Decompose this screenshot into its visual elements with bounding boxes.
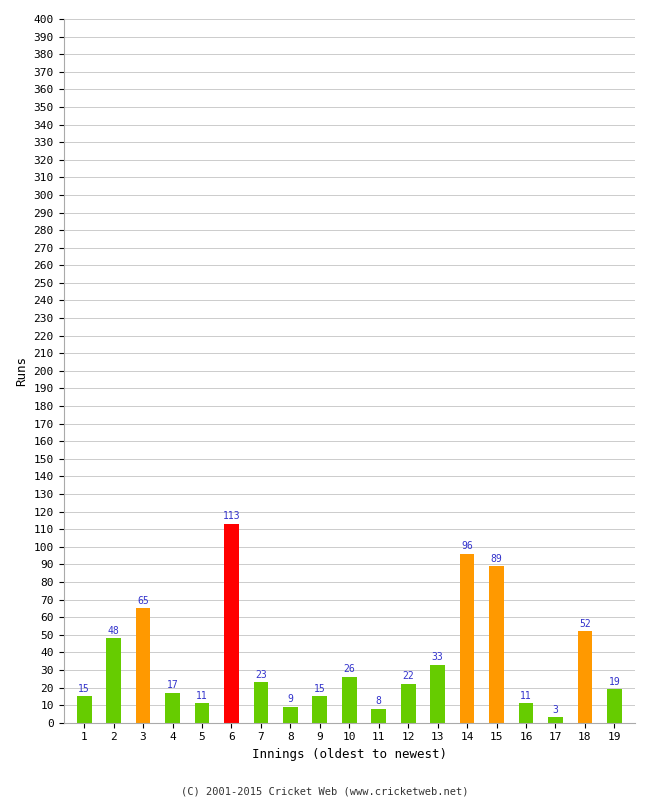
Bar xyxy=(77,696,92,722)
Text: 9: 9 xyxy=(287,694,293,704)
Text: 17: 17 xyxy=(166,680,178,690)
Text: 23: 23 xyxy=(255,670,266,680)
Text: 11: 11 xyxy=(196,690,208,701)
Bar xyxy=(519,703,534,722)
Bar xyxy=(489,566,504,722)
Bar xyxy=(607,690,622,722)
Text: 65: 65 xyxy=(137,596,149,606)
Bar xyxy=(460,554,474,722)
Bar xyxy=(224,524,239,722)
Text: 15: 15 xyxy=(314,684,326,694)
Bar xyxy=(371,709,386,722)
Bar xyxy=(165,693,180,722)
Y-axis label: Runs: Runs xyxy=(15,356,28,386)
Bar xyxy=(342,677,357,722)
Text: (C) 2001-2015 Cricket Web (www.cricketweb.net): (C) 2001-2015 Cricket Web (www.cricketwe… xyxy=(181,786,469,796)
Text: 3: 3 xyxy=(552,705,558,715)
Text: 113: 113 xyxy=(222,511,240,522)
X-axis label: Innings (oldest to newest): Innings (oldest to newest) xyxy=(252,748,447,761)
Text: 89: 89 xyxy=(491,554,502,563)
Bar xyxy=(106,638,121,722)
Bar xyxy=(430,665,445,722)
Bar xyxy=(283,707,298,722)
Text: 26: 26 xyxy=(343,664,355,674)
Text: 96: 96 xyxy=(462,541,473,551)
Bar xyxy=(313,696,327,722)
Text: 15: 15 xyxy=(78,684,90,694)
Bar xyxy=(548,718,563,722)
Text: 22: 22 xyxy=(402,671,414,682)
Bar xyxy=(254,682,268,722)
Bar xyxy=(194,703,209,722)
Bar xyxy=(401,684,415,722)
Text: 19: 19 xyxy=(608,677,620,686)
Bar xyxy=(578,631,592,722)
Text: 52: 52 xyxy=(579,618,591,629)
Bar xyxy=(136,608,150,722)
Text: 33: 33 xyxy=(432,652,443,662)
Text: 11: 11 xyxy=(520,690,532,701)
Text: 8: 8 xyxy=(376,696,382,706)
Text: 48: 48 xyxy=(108,626,120,636)
